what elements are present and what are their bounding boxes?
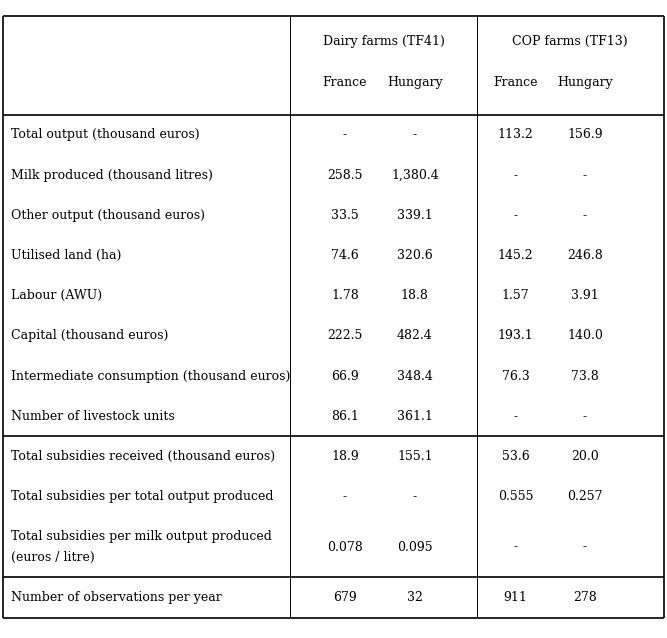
Text: 339.1: 339.1 — [397, 209, 433, 222]
Text: COP farms (TF13): COP farms (TF13) — [512, 35, 628, 48]
Text: 193.1: 193.1 — [498, 329, 534, 343]
Text: 348.4: 348.4 — [397, 369, 433, 383]
Text: 222.5: 222.5 — [327, 329, 363, 343]
Text: France: France — [323, 77, 367, 89]
Text: (euros / litre): (euros / litre) — [11, 551, 95, 564]
Text: -: - — [514, 168, 518, 182]
Text: Number of livestock units: Number of livestock units — [11, 410, 175, 423]
Text: -: - — [514, 540, 518, 554]
Text: -: - — [514, 410, 518, 423]
Text: -: - — [583, 540, 587, 554]
Text: France: France — [494, 77, 538, 89]
Text: 140.0: 140.0 — [567, 329, 603, 343]
Text: -: - — [583, 168, 587, 182]
Text: Intermediate consumption (thousand euros): Intermediate consumption (thousand euros… — [11, 369, 291, 383]
Text: Total subsidies per total output produced: Total subsidies per total output produce… — [11, 490, 274, 503]
Text: 33.5: 33.5 — [331, 209, 359, 222]
Text: 113.2: 113.2 — [498, 128, 534, 142]
Text: 679: 679 — [333, 591, 357, 604]
Text: Total subsidies received (thousand euros): Total subsidies received (thousand euros… — [11, 450, 275, 463]
Text: Dairy farms (TF41): Dairy farms (TF41) — [323, 35, 444, 48]
Text: Number of observations per year: Number of observations per year — [11, 591, 222, 604]
Text: 20.0: 20.0 — [571, 450, 599, 463]
Text: -: - — [343, 128, 347, 142]
Text: 86.1: 86.1 — [331, 410, 359, 423]
Text: Hungary: Hungary — [387, 77, 443, 89]
Text: Total subsidies per milk output produced: Total subsidies per milk output produced — [11, 530, 272, 544]
Text: 911: 911 — [504, 591, 528, 604]
Text: 32: 32 — [407, 591, 423, 604]
Text: 1.78: 1.78 — [331, 289, 359, 302]
Text: Milk produced (thousand litres): Milk produced (thousand litres) — [11, 168, 213, 182]
Text: 246.8: 246.8 — [567, 249, 603, 262]
Text: -: - — [343, 490, 347, 503]
Text: 278: 278 — [573, 591, 597, 604]
Text: 53.6: 53.6 — [502, 450, 530, 463]
Text: 18.8: 18.8 — [401, 289, 429, 302]
Text: Hungary: Hungary — [557, 77, 613, 89]
Text: 0.078: 0.078 — [327, 540, 363, 554]
Text: 155.1: 155.1 — [397, 450, 433, 463]
Text: 258.5: 258.5 — [327, 168, 363, 182]
Text: 320.6: 320.6 — [397, 249, 433, 262]
Text: -: - — [583, 410, 587, 423]
Text: 0.555: 0.555 — [498, 490, 534, 503]
Text: 18.9: 18.9 — [331, 450, 359, 463]
Text: -: - — [413, 128, 417, 142]
Text: 482.4: 482.4 — [397, 329, 433, 343]
Text: Utilised land (ha): Utilised land (ha) — [11, 249, 121, 262]
Text: Capital (thousand euros): Capital (thousand euros) — [11, 329, 169, 343]
Text: 1.57: 1.57 — [502, 289, 530, 302]
Text: Other output (thousand euros): Other output (thousand euros) — [11, 209, 205, 222]
Text: -: - — [514, 209, 518, 222]
Text: 0.095: 0.095 — [397, 540, 433, 554]
Text: 74.6: 74.6 — [331, 249, 359, 262]
Text: 0.257: 0.257 — [567, 490, 603, 503]
Text: 73.8: 73.8 — [571, 369, 599, 383]
Text: Labour (AWU): Labour (AWU) — [11, 289, 103, 302]
Text: Total output (thousand euros): Total output (thousand euros) — [11, 128, 200, 142]
Text: 3.91: 3.91 — [571, 289, 599, 302]
Text: 145.2: 145.2 — [498, 249, 534, 262]
Text: -: - — [413, 490, 417, 503]
Text: 361.1: 361.1 — [397, 410, 433, 423]
Text: 76.3: 76.3 — [502, 369, 530, 383]
Text: 66.9: 66.9 — [331, 369, 359, 383]
Text: -: - — [583, 209, 587, 222]
Text: 1,380.4: 1,380.4 — [391, 168, 439, 182]
Text: 156.9: 156.9 — [567, 128, 603, 142]
